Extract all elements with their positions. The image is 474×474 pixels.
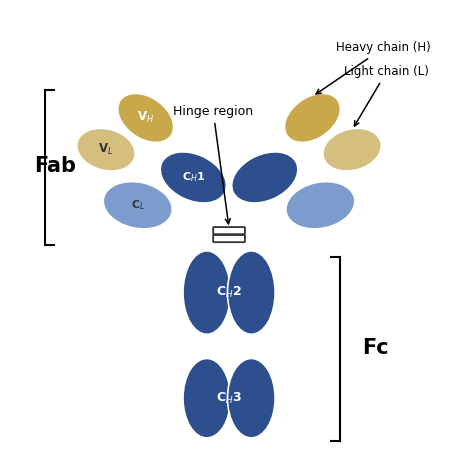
Ellipse shape (103, 182, 172, 229)
Text: C$_H$1: C$_H$1 (182, 171, 205, 184)
Ellipse shape (286, 182, 355, 229)
Ellipse shape (228, 358, 275, 438)
Text: V$_H$: V$_H$ (137, 110, 155, 126)
Text: Light chain (L): Light chain (L) (344, 65, 429, 126)
FancyBboxPatch shape (213, 235, 245, 242)
Ellipse shape (284, 93, 340, 142)
Text: C$_H$3: C$_H$3 (216, 391, 242, 406)
Ellipse shape (183, 358, 231, 438)
Text: Fab: Fab (35, 155, 76, 175)
Text: Fc: Fc (363, 338, 389, 358)
Ellipse shape (228, 251, 275, 334)
Ellipse shape (160, 152, 227, 203)
Text: V$_L$: V$_L$ (98, 142, 114, 157)
Text: Heavy chain (H): Heavy chain (H) (316, 41, 431, 94)
Text: Hinge region: Hinge region (173, 105, 253, 224)
Ellipse shape (118, 93, 173, 142)
Ellipse shape (323, 128, 382, 171)
FancyBboxPatch shape (213, 227, 245, 234)
Text: C$_H$2: C$_H$2 (216, 285, 242, 300)
Text: C$_L$: C$_L$ (131, 198, 145, 212)
Ellipse shape (232, 152, 298, 203)
Ellipse shape (77, 128, 135, 171)
Ellipse shape (183, 251, 231, 334)
